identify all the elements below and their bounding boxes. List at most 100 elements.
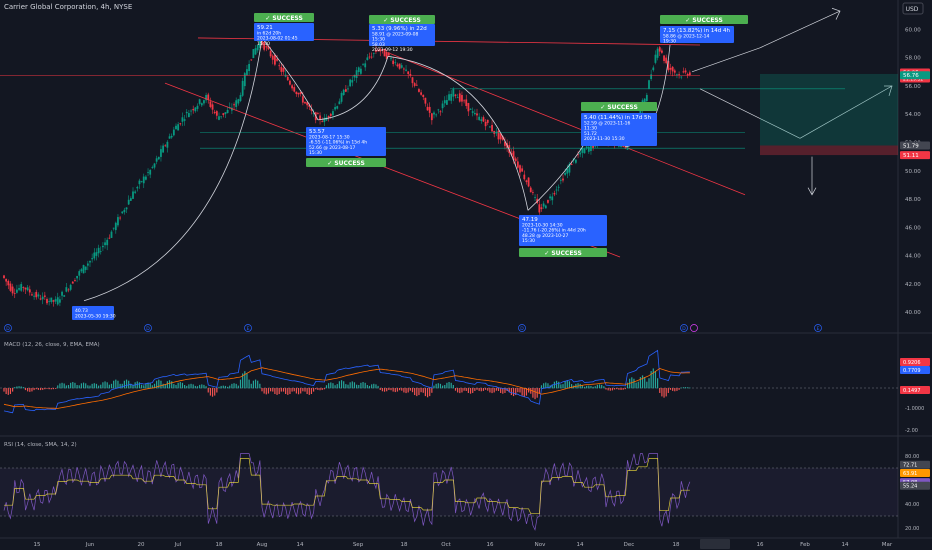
candle-body	[248, 63, 250, 72]
candle-body	[499, 133, 502, 140]
macd-bar	[500, 388, 502, 393]
candle-body	[76, 275, 78, 279]
candle-body	[89, 260, 91, 263]
candle-body	[368, 56, 371, 58]
candle-body	[209, 101, 212, 107]
price-tick: 42.00	[905, 282, 921, 288]
candle-body	[430, 113, 433, 121]
candle-body	[538, 204, 541, 213]
macd-bar	[459, 388, 461, 394]
macd-bar	[254, 379, 257, 389]
price-annotation-text: 48.28 @ 2023-10-27	[522, 233, 569, 239]
macd-bar	[379, 388, 381, 391]
candle-body	[353, 75, 356, 78]
currency-label: USD	[906, 6, 919, 13]
time-cursor-box	[700, 539, 730, 549]
macd-bar	[345, 384, 347, 389]
candle-body	[151, 167, 154, 168]
macd-bar	[98, 385, 100, 389]
macd-bar	[287, 388, 289, 395]
candle-body	[205, 95, 207, 101]
macd-bar	[242, 373, 244, 389]
candle-body	[291, 85, 293, 89]
macd-bar	[44, 388, 46, 390]
macd-bar	[343, 381, 345, 389]
candle-body	[347, 88, 349, 90]
macd-bar	[220, 385, 222, 389]
macd-bar	[261, 388, 263, 392]
candle-body	[271, 55, 274, 60]
macd-bar	[375, 384, 377, 389]
macd-bar	[50, 388, 52, 390]
candle-body	[20, 284, 23, 291]
macd-bar	[67, 385, 70, 389]
candle-body	[667, 61, 670, 71]
macd-bar	[78, 385, 80, 389]
candle-body	[547, 200, 549, 203]
candle-body	[534, 197, 536, 198]
candle-body	[177, 124, 180, 131]
macd-bar	[328, 383, 330, 389]
candle-body	[669, 67, 672, 70]
candle-body	[553, 193, 556, 195]
price-annotation-text: 15:30	[522, 238, 535, 244]
macd-bar	[657, 378, 659, 389]
candle-body	[577, 154, 579, 156]
success-badge-label: ✓ SUCCESS	[600, 104, 638, 111]
price-annotation-text: 2023-10-30 14:30	[522, 222, 563, 228]
macd-bar	[396, 388, 399, 392]
macd-bar	[308, 388, 310, 395]
candle-body	[286, 76, 289, 81]
macd-bar	[356, 384, 358, 389]
macd-bar	[349, 382, 351, 389]
macd-bar	[306, 388, 308, 395]
macd-bar	[551, 384, 553, 389]
candle-body	[469, 108, 472, 110]
candle-body	[252, 49, 255, 59]
macd-bar	[7, 388, 9, 395]
macd-bar	[106, 382, 108, 389]
macd-bar	[616, 388, 618, 390]
rsi-badge	[900, 481, 930, 490]
candle-body	[39, 298, 42, 300]
macd-badge	[900, 386, 930, 394]
candle-body	[658, 47, 661, 52]
candle-body	[48, 301, 51, 302]
time-axis-label: 15	[34, 542, 41, 548]
macd-bar	[59, 383, 61, 389]
candle-body	[686, 73, 689, 76]
macd-bar	[315, 388, 317, 390]
time-axis-label: 18	[216, 542, 223, 548]
macd-bar	[16, 386, 18, 389]
macd-bar	[252, 380, 254, 389]
macd-bar	[61, 382, 63, 389]
projection-arrow	[699, 88, 801, 139]
time-axis-label: Mar	[882, 542, 893, 548]
candle-body	[439, 111, 442, 113]
candle-body	[125, 207, 128, 210]
macd-bar	[246, 373, 248, 389]
macd-bar	[439, 383, 442, 389]
macd-bar	[598, 384, 601, 389]
macd-bar	[594, 386, 596, 389]
event-marker-icon	[814, 324, 822, 332]
macd-bar	[448, 382, 450, 389]
macd-bar	[18, 386, 20, 389]
success-badge	[254, 13, 314, 22]
macd-bar	[12, 388, 14, 392]
candle-body	[411, 77, 414, 84]
macd-bar	[259, 383, 261, 389]
macd-bar	[125, 379, 128, 389]
macd-bar	[5, 388, 7, 395]
candle-body	[37, 294, 40, 297]
candle-body	[226, 109, 229, 114]
candle-body	[557, 186, 560, 188]
candle-body	[581, 147, 584, 153]
macd-bar	[280, 388, 282, 392]
macd-bar	[340, 380, 343, 389]
candle-body	[164, 145, 167, 147]
macd-badge-label: 0.7709	[903, 368, 921, 374]
macd-bar	[437, 383, 439, 389]
long-position-target-zone	[760, 73, 898, 146]
